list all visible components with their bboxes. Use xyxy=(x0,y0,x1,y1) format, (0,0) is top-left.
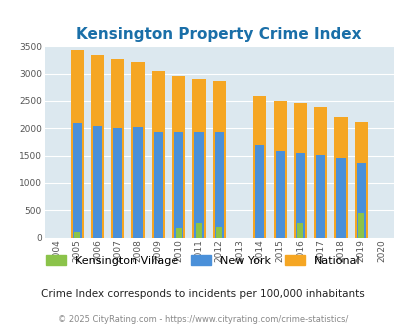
Bar xyxy=(354,122,367,238)
Bar xyxy=(293,103,306,238)
Legend: Kensington Village, New York, National: Kensington Village, New York, National xyxy=(46,255,359,266)
Bar xyxy=(295,153,304,238)
Bar xyxy=(275,151,284,238)
Bar xyxy=(336,158,345,238)
Bar xyxy=(253,96,266,238)
Bar xyxy=(313,108,326,238)
Bar xyxy=(192,79,205,238)
Bar xyxy=(111,59,124,238)
Bar xyxy=(153,132,162,238)
Bar xyxy=(356,163,365,238)
Bar xyxy=(357,213,364,238)
Bar xyxy=(196,223,202,238)
Bar xyxy=(315,155,324,238)
Bar xyxy=(70,50,83,238)
Bar xyxy=(133,127,142,238)
Bar xyxy=(212,81,225,238)
Bar xyxy=(91,55,104,238)
Text: © 2025 CityRating.com - https://www.cityrating.com/crime-statistics/: © 2025 CityRating.com - https://www.city… xyxy=(58,315,347,324)
Bar xyxy=(113,128,122,238)
Bar xyxy=(334,117,347,238)
Bar xyxy=(194,132,203,238)
Bar xyxy=(151,71,164,238)
Bar xyxy=(174,132,183,238)
Bar xyxy=(74,232,80,238)
Bar xyxy=(175,228,181,238)
Bar xyxy=(296,223,303,238)
Bar xyxy=(172,76,185,238)
Bar xyxy=(93,126,102,238)
Bar xyxy=(255,145,264,238)
Bar xyxy=(214,132,223,238)
Bar xyxy=(273,101,286,238)
Bar xyxy=(131,62,144,238)
Title: Kensington Property Crime Index: Kensington Property Crime Index xyxy=(76,27,361,42)
Text: Crime Index corresponds to incidents per 100,000 inhabitants: Crime Index corresponds to incidents per… xyxy=(41,289,364,299)
Bar xyxy=(72,123,81,238)
Bar xyxy=(215,227,222,238)
